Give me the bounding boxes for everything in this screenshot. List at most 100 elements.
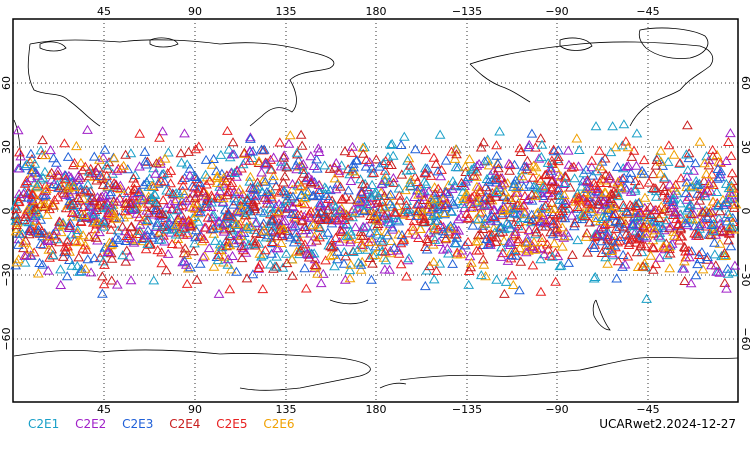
observation-marker (540, 169, 552, 179)
observation-marker (425, 170, 437, 180)
observation-marker (472, 235, 484, 246)
observation-marker (217, 192, 229, 203)
observation-marker (403, 253, 415, 263)
observation-marker (181, 278, 193, 288)
observation-marker (337, 224, 349, 234)
observation-marker (391, 214, 403, 224)
observation-marker (634, 179, 645, 189)
observation-marker (28, 212, 40, 222)
observation-marker (24, 225, 36, 235)
observation-marker (285, 232, 296, 242)
observation-marker (256, 226, 268, 236)
observation-marker (692, 258, 703, 269)
observation-marker (491, 150, 503, 160)
observation-marker (280, 248, 292, 258)
observation-marker (512, 200, 524, 210)
observation-marker (364, 252, 376, 262)
observation-marker (179, 128, 190, 138)
observation-marker (17, 228, 28, 238)
observation-marker (279, 187, 291, 197)
observation-marker (431, 265, 442, 275)
observation-marker (193, 183, 204, 193)
observation-marker (580, 164, 592, 174)
observation-marker (47, 249, 59, 260)
observation-marker (105, 224, 117, 234)
observation-marker (191, 274, 203, 284)
observation-marker (295, 129, 307, 139)
observation-marker (502, 178, 513, 188)
observation-marker (453, 225, 465, 235)
observation-marker (617, 199, 629, 209)
observation-marker (190, 144, 202, 154)
observation-marker (162, 248, 174, 258)
observation-marker (387, 224, 399, 234)
observation-marker (546, 184, 558, 194)
observation-marker (474, 187, 486, 197)
observation-marker (303, 249, 314, 259)
observation-marker (326, 242, 338, 252)
observation-marker (576, 181, 587, 191)
left-lat-label: 30 (0, 140, 13, 154)
observation-marker (133, 186, 145, 196)
observation-marker (357, 142, 369, 152)
observation-marker (240, 247, 252, 257)
observation-marker (296, 225, 308, 235)
observation-marker (450, 238, 462, 248)
observation-marker (637, 261, 649, 271)
observation-marker (159, 153, 171, 163)
observation-marker (722, 208, 734, 218)
observation-marker (597, 211, 608, 221)
observation-marker (411, 207, 422, 217)
observation-marker (35, 145, 47, 155)
observation-marker (250, 237, 262, 247)
observation-marker (286, 208, 298, 218)
observation-marker (587, 239, 598, 249)
observation-marker (208, 261, 220, 271)
observation-marker (61, 236, 73, 246)
observation-marker (203, 243, 215, 253)
observation-marker (321, 213, 332, 223)
observation-marker (563, 257, 574, 267)
observation-marker (83, 211, 95, 221)
observation-marker (405, 174, 417, 184)
observation-marker (108, 196, 119, 206)
observation-marker (175, 148, 187, 158)
observation-marker (330, 184, 342, 194)
right-lat-label: −60 (739, 327, 750, 350)
observation-marker (79, 161, 91, 171)
observation-marker (670, 179, 682, 189)
observation-marker (211, 191, 223, 201)
observation-marker (631, 247, 643, 257)
observation-marker (492, 158, 504, 169)
observation-marker (573, 144, 585, 154)
observation-marker (527, 172, 539, 182)
observation-marker (145, 193, 157, 203)
observation-marker (718, 250, 730, 260)
observation-marker (13, 196, 24, 207)
observation-marker (531, 227, 543, 237)
observation-marker (217, 218, 229, 228)
observation-marker (690, 270, 702, 280)
observation-marker (650, 185, 662, 196)
observation-marker (86, 201, 98, 211)
observation-marker (554, 261, 566, 271)
observation-marker (48, 153, 59, 163)
observation-marker (249, 240, 261, 250)
observation-marker (206, 197, 218, 207)
observation-marker (609, 208, 621, 218)
observation-marker (675, 173, 687, 183)
right-lat-label: 0 (739, 208, 750, 215)
observation-marker (707, 151, 719, 161)
observation-marker (402, 228, 414, 238)
observation-marker (379, 190, 390, 200)
observation-marker (631, 128, 643, 138)
observation-marker (146, 232, 158, 242)
observation-marker (322, 204, 334, 214)
observation-marker (547, 251, 558, 261)
observation-marker (144, 173, 155, 183)
observation-marker (281, 162, 293, 172)
observation-marker (312, 268, 323, 278)
observation-marker (213, 288, 225, 298)
observation-marker (59, 242, 71, 252)
observation-marker (722, 193, 734, 203)
